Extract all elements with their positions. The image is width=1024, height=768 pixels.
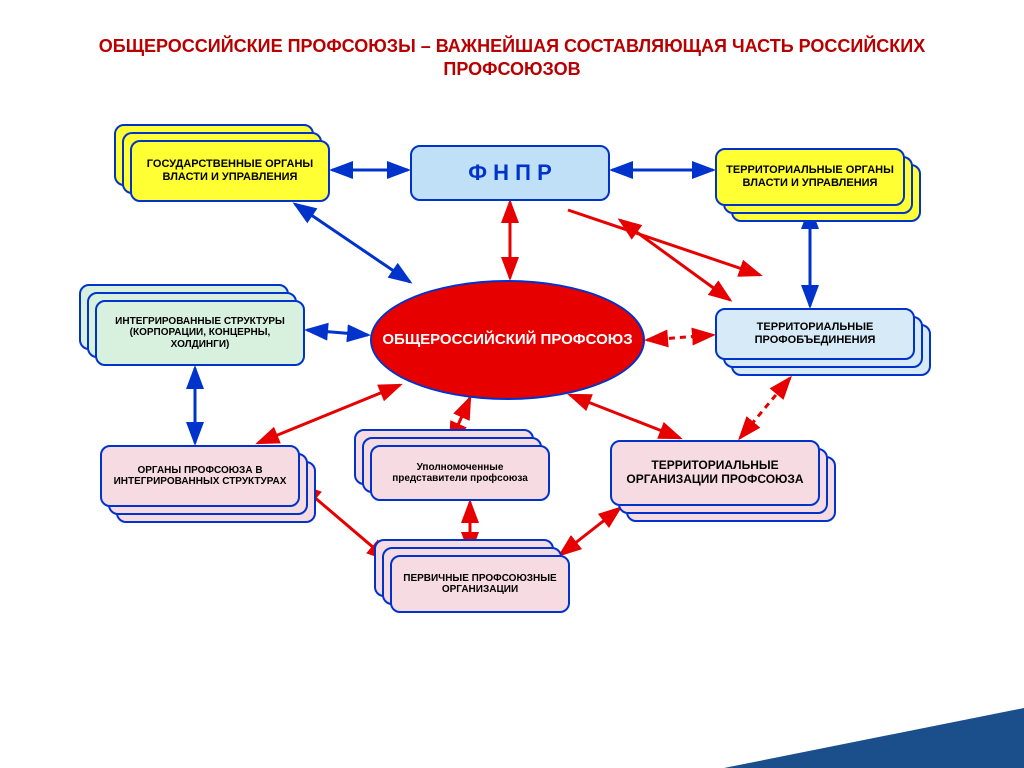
arrow-12 <box>570 395 680 438</box>
node-fnpr-label: Ф Н П Р <box>468 160 552 185</box>
node-bodies_integrated-label: ОРГАНЫ ПРОФСОЮЗА В ИНТЕГРИРОВАННЫХ СТРУК… <box>110 465 290 488</box>
node-territ_gov-label: ТЕРРИТОРИАЛЬНЫЕ ОРГАНЫ ВЛАСТИ И УПРАВЛЕН… <box>725 164 895 189</box>
node-territ_orgs-label: ТЕРРИТОРИАЛЬНЫЕ ОРГАНИЗАЦИИ ПРОФСОЮЗА <box>620 459 810 487</box>
arrow-8 <box>647 335 713 340</box>
node-authorized-label: Уполномоченные представители профсоюза <box>380 462 540 485</box>
node-authorized: Уполномоченные представители профсоюза <box>370 445 550 501</box>
arrow-7 <box>620 220 730 300</box>
arrow-2 <box>295 204 410 282</box>
node-territ_assoc-label: ТЕРРИТОРИАЛЬНЫЕ ПРОФОБЪЕДИНЕНИЯ <box>725 321 905 346</box>
node-primary: ПЕРВИЧНЫЕ ПРОФСОЮЗНЫЕ ОРГАНИЗАЦИИ <box>390 555 570 613</box>
node-integrated-label: ИНТЕГРИРОВАННЫЕ СТРУКТУРЫ (КОРПОРАЦИИ, К… <box>105 316 295 351</box>
node-territ_assoc: ТЕРРИТОРИАЛЬНЫЕ ПРОФОБЪЕДИНЕНИЯ <box>715 308 915 360</box>
center-union-label: ОБЩЕРОССИЙСКИЙ ПРОФСОЮЗ <box>382 331 632 349</box>
center-union-ellipse: ОБЩЕРОССИЙСКИЙ ПРОФСОЮЗ <box>370 280 645 400</box>
node-territ_orgs: ТЕРРИТОРИАЛЬНЫЕ ОРГАНИЗАЦИИ ПРОФСОЮЗА <box>610 440 820 506</box>
arrow-15 <box>560 508 620 555</box>
node-territ_gov: ТЕРРИТОРИАЛЬНЫЕ ОРГАНЫ ВЛАСТИ И УПРАВЛЕН… <box>715 148 905 206</box>
node-primary-label: ПЕРВИЧНЫЕ ПРОФСОЮЗНЫЕ ОРГАНИЗАЦИИ <box>400 573 560 596</box>
arrow-3 <box>307 330 368 335</box>
arrow-9 <box>568 210 760 275</box>
arrow-16 <box>740 378 790 438</box>
node-gov_left: ГОСУДАРСТВЕННЫЕ ОРГАНЫ ВЛАСТИ И УПРАВЛЕН… <box>130 140 330 202</box>
node-fnpr: Ф Н П Р <box>410 145 610 201</box>
diagram-title: ОБЩЕРОССИЙСКИЕ ПРОФСОЮЗЫ – ВАЖНЕЙШАЯ СОС… <box>0 35 1024 82</box>
node-gov_left-label: ГОСУДАРСТВЕННЫЕ ОРГАНЫ ВЛАСТИ И УПРАВЛЕН… <box>140 158 320 183</box>
node-bodies_integrated: ОРГАНЫ ПРОФСОЮЗА В ИНТЕГРИРОВАННЫХ СТРУК… <box>100 445 300 507</box>
node-integrated: ИНТЕГРИРОВАННЫЕ СТРУКТУРЫ (КОРПОРАЦИИ, К… <box>95 300 305 366</box>
corner-accent <box>724 708 1024 768</box>
